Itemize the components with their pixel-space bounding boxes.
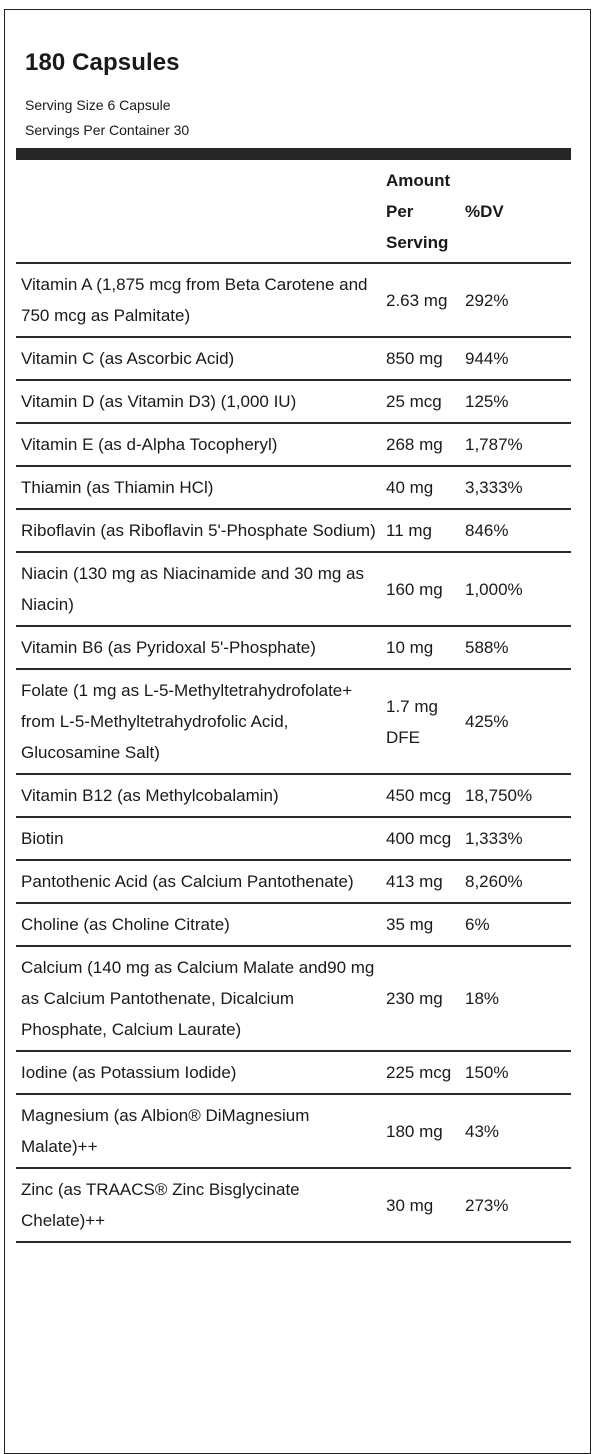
table-row: Vitamin B12 (as Methylcobalamin) 450 mcg 1… xyxy=(16,774,571,818)
column-header-amount: Amount Per Serving xyxy=(381,160,463,264)
nutrient-amount: 225 mcg xyxy=(381,1051,463,1095)
nutrient-amount: 850 mg xyxy=(381,337,463,381)
nutrient-dv: 8,260% xyxy=(463,860,571,904)
nutrient-amount: 2.63 mg xyxy=(381,263,463,338)
nutrient-amount: 268 mg xyxy=(381,423,463,467)
table-row: Zinc (as TRAACS® Zinc Bisglycinate Chela… xyxy=(16,1168,571,1243)
nutrient-amount: 40 mg xyxy=(381,466,463,510)
nutrient-amount: 400 mcg xyxy=(381,817,463,861)
nutrient-amount: 1.7 mg DFE xyxy=(381,669,463,775)
nutrient-name: Vitamin B12 (as Methylcobalamin) xyxy=(16,774,381,818)
nutrient-dv: 18,750% xyxy=(463,774,571,818)
nutrient-amount: 25 mcg xyxy=(381,380,463,424)
nutrient-dv: 18% xyxy=(463,946,571,1052)
table-row: Magnesium (as Albion® DiMagnesium Malate… xyxy=(16,1094,571,1169)
nutrient-dv: 1,333% xyxy=(463,817,571,861)
table-row: Vitamin D (as Vitamin D3) (1,000 IU) 25 m… xyxy=(16,380,571,424)
nutrient-amount: 11 mg xyxy=(381,509,463,553)
table-row: Riboflavin (as Riboflavin 5'-Phosphate S… xyxy=(16,509,571,553)
nutrient-amount: 10 mg xyxy=(381,626,463,670)
nutrient-name: Magnesium (as Albion® DiMagnesium Malate… xyxy=(16,1094,381,1169)
nutrient-dv: 425% xyxy=(463,669,571,775)
nutrient-name: Vitamin B6 (as Pyridoxal 5'-Phosphate) xyxy=(16,626,381,670)
nutrient-name: Vitamin E (as d-Alpha Tocopheryl) xyxy=(16,423,381,467)
nutrient-dv: 1,787% xyxy=(463,423,571,467)
nutrient-name: Vitamin D (as Vitamin D3) (1,000 IU) xyxy=(16,380,381,424)
table-row: Calcium (140 mg as Calcium Malate and90 … xyxy=(16,946,571,1052)
nutrient-dv: 944% xyxy=(463,337,571,381)
servings-per-container: Servings Per Container 30 xyxy=(25,122,190,138)
nutrition-table: Amount Per Serving %DV Vitamin A (1,875 … xyxy=(16,160,571,1243)
nutrient-amount: 180 mg xyxy=(381,1094,463,1169)
table-row: Biotin 400 mcg 1,333% xyxy=(16,817,571,861)
nutrient-amount: 413 mg xyxy=(381,860,463,904)
table-row: Vitamin B6 (as Pyridoxal 5'-Phosphate) 10… xyxy=(16,626,571,670)
nutrient-name: Pantothenic Acid (as Calcium Pantothenat… xyxy=(16,860,381,904)
nutrient-name: Iodine (as Potassium Iodide) xyxy=(16,1051,381,1095)
thick-divider xyxy=(16,148,571,160)
nutrient-dv: 3,333% xyxy=(463,466,571,510)
table-row: Vitamin C (as Ascorbic Acid) 850 mg 944% xyxy=(16,337,571,381)
serving-size: Serving Size 6 Capsule xyxy=(25,97,171,113)
nutrient-amount: 30 mg xyxy=(381,1168,463,1243)
product-title: 180 Capsules xyxy=(25,49,180,76)
nutrient-name: Niacin (130 mg as Niacinamide and 30 mg … xyxy=(16,552,381,627)
nutrient-dv: 43% xyxy=(463,1094,571,1169)
nutrient-dv: 846% xyxy=(463,509,571,553)
nutrient-dv: 150% xyxy=(463,1051,571,1095)
nutrient-dv: 125% xyxy=(463,380,571,424)
nutrient-dv: 588% xyxy=(463,626,571,670)
nutrient-name: Choline (as Choline Citrate) xyxy=(16,903,381,947)
table-row: Choline (as Choline Citrate) 35 mg 6% xyxy=(16,903,571,947)
nutrient-name: Vitamin A (1,875 mcg from Beta Carotene … xyxy=(16,263,381,338)
nutrient-amount: 230 mg xyxy=(381,946,463,1052)
table-row: Niacin (130 mg as Niacinamide and 30 mg … xyxy=(16,552,571,627)
table-row: Folate (1 mg as L-5-Methyltetrahydrofola… xyxy=(16,669,571,775)
nutrient-name: Zinc (as TRAACS® Zinc Bisglycinate Chela… xyxy=(16,1168,381,1243)
serving-info: Serving Size 6 Capsule Servings Per Cont… xyxy=(25,93,189,143)
nutrient-amount: 35 mg xyxy=(381,903,463,947)
nutrient-amount: 450 mcg xyxy=(381,774,463,818)
table-header-row: Amount Per Serving %DV xyxy=(16,160,571,264)
nutrient-name: Biotin xyxy=(16,817,381,861)
table-row: Vitamin E (as d-Alpha Tocopheryl) 268 mg 1… xyxy=(16,423,571,467)
table-row: Vitamin A (1,875 mcg from Beta Carotene … xyxy=(16,263,571,338)
nutrient-name: Thiamin (as Thiamin HCl) xyxy=(16,466,381,510)
table-row: Thiamin (as Thiamin HCl) 40 mg 3,333% xyxy=(16,466,571,510)
nutrient-dv: 292% xyxy=(463,263,571,338)
nutrient-amount: 160 mg xyxy=(381,552,463,627)
nutrient-dv: 1,000% xyxy=(463,552,571,627)
nutrient-name: Calcium (140 mg as Calcium Malate and90 … xyxy=(16,946,381,1052)
column-header-nutrient xyxy=(16,160,381,264)
column-header-dv: %DV xyxy=(463,160,571,264)
table-row: Pantothenic Acid (as Calcium Pantothenat… xyxy=(16,860,571,904)
nutrient-name: Folate (1 mg as L-5-Methyltetrahydrofola… xyxy=(16,669,381,775)
table-row: Iodine (as Potassium Iodide) 225 mcg 150% xyxy=(16,1051,571,1095)
nutrient-name: Riboflavin (as Riboflavin 5'-Phosphate S… xyxy=(16,509,381,553)
nutrient-dv: 6% xyxy=(463,903,571,947)
nutrient-name: Vitamin C (as Ascorbic Acid) xyxy=(16,337,381,381)
nutrient-dv: 273% xyxy=(463,1168,571,1243)
